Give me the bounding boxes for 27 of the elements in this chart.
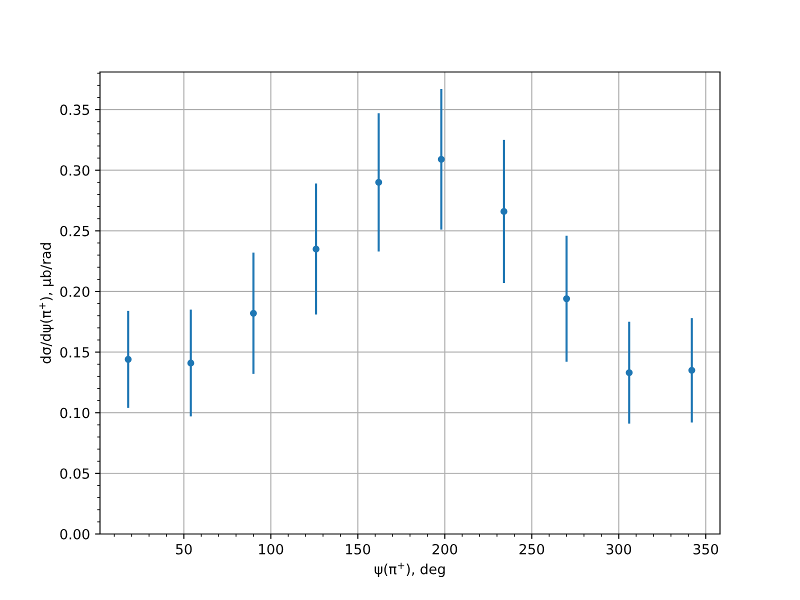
point: [375, 178, 382, 186]
point: [438, 156, 445, 163]
y-axis-title: dσ/dψ(π$^{+}$), μb/rad: [39, 243, 54, 364]
x-tick-label: 100: [259, 544, 284, 554]
y-tick-label: 0.20: [60, 286, 90, 297]
point: [312, 246, 320, 253]
point: [688, 366, 696, 374]
y-tick-label: 0.05: [60, 468, 90, 479]
y-tick-label: 0.00: [60, 528, 90, 540]
x-axis-title: ψ(π$^{+}$), deg: [374, 562, 445, 578]
y-tick-label: 0.15: [60, 347, 90, 358]
x-tick-label: 150: [346, 544, 370, 554]
x-tick-label: 50: [176, 544, 192, 554]
point: [187, 360, 194, 366]
point: [124, 356, 132, 363]
x-tick-label: 250: [520, 544, 544, 554]
point: [250, 310, 257, 317]
x-tick-label: 300: [606, 544, 632, 554]
y-tick-label: 0.30: [60, 165, 90, 176]
point: [563, 295, 570, 302]
y-tick-label: 0.35: [60, 104, 90, 116]
y-tick-label: 0.10: [60, 408, 90, 418]
y-tick-label: 0.25: [60, 226, 90, 236]
point: [626, 369, 633, 376]
point: [500, 208, 508, 215]
x-tick-label: 200: [432, 544, 458, 554]
x-tick-label: 350: [694, 544, 718, 554]
